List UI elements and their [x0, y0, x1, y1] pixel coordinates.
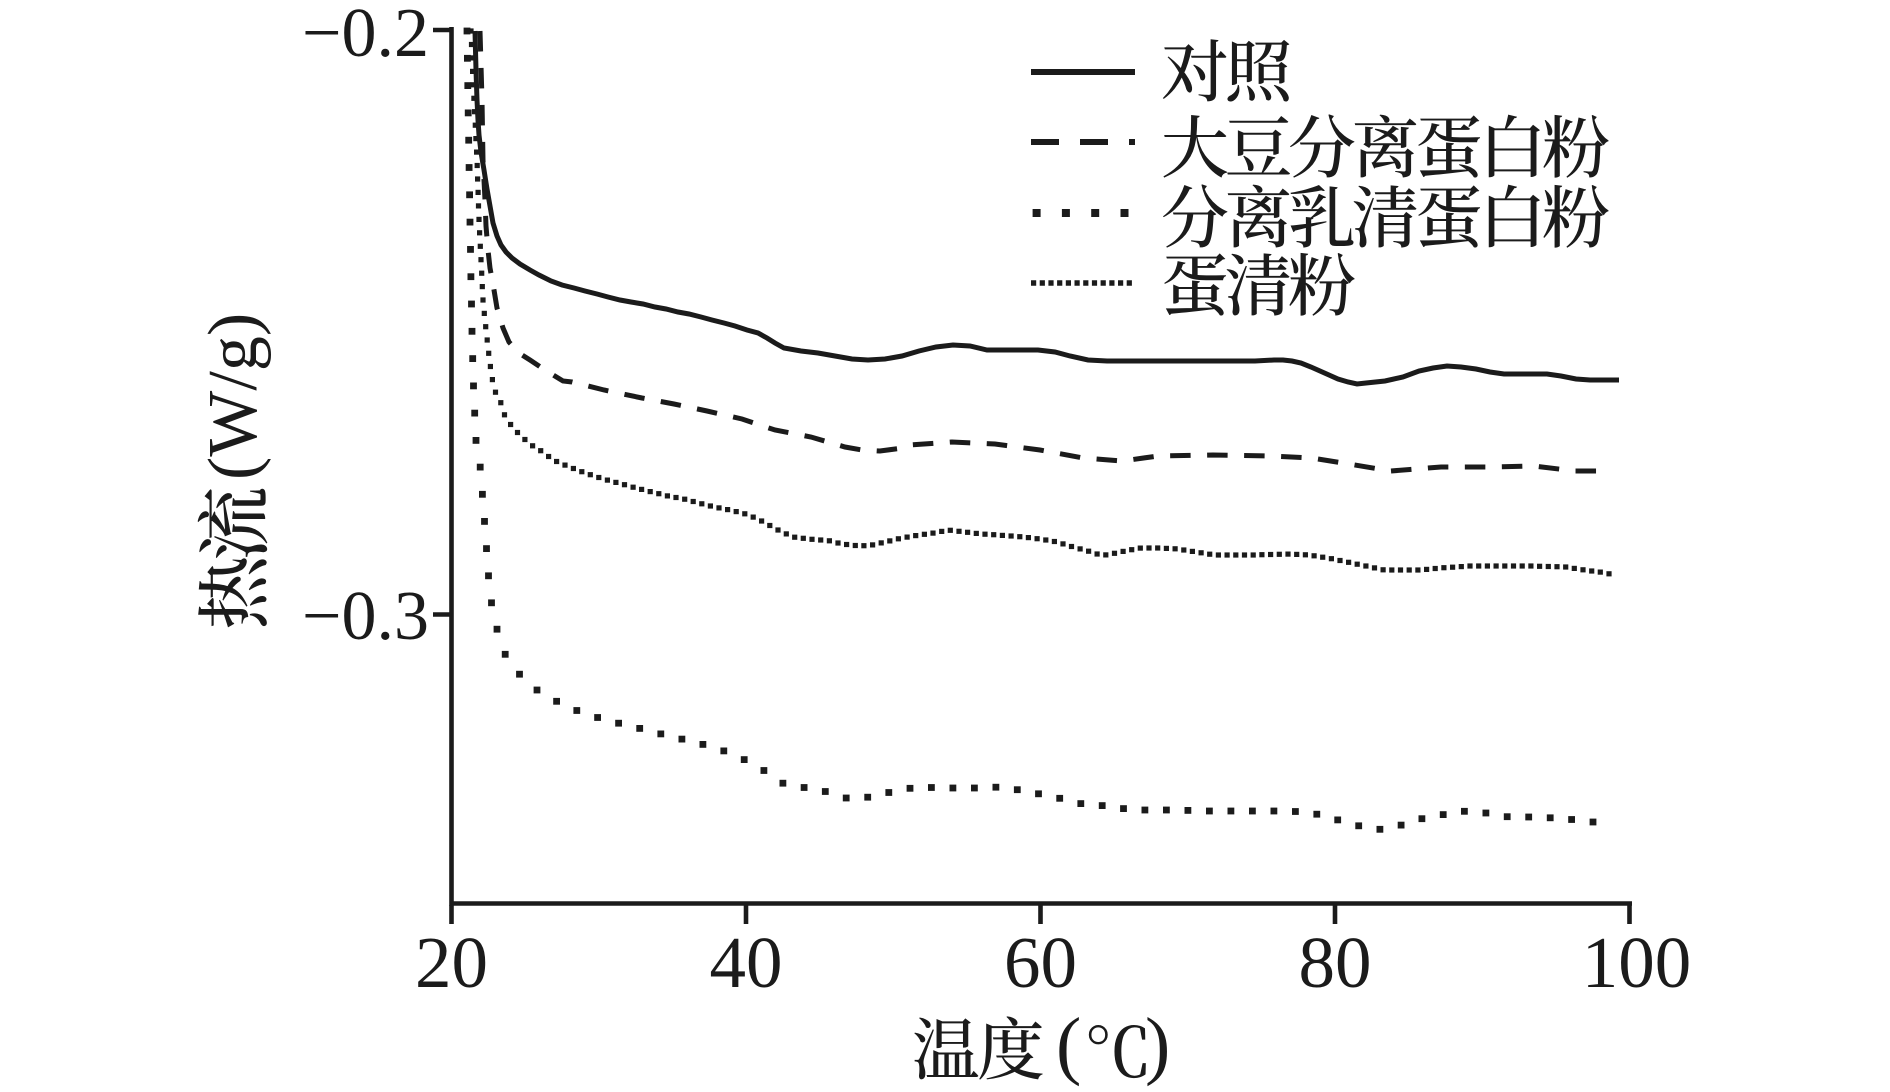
- svg-text:40: 40: [710, 922, 783, 1003]
- svg-text:60: 60: [1004, 922, 1077, 1003]
- svg-text:−0.2: −0.2: [302, 0, 429, 72]
- svg-text:(W/g): (W/g): [195, 313, 272, 480]
- svg-text:20: 20: [415, 922, 488, 1003]
- svg-text:−0.3: −0.3: [302, 578, 429, 655]
- svg-text:100: 100: [1582, 922, 1692, 1003]
- svg-text:): ): [1145, 1003, 1170, 1087]
- svg-text:(: (: [1056, 1003, 1081, 1087]
- svg-text:80: 80: [1299, 922, 1372, 1003]
